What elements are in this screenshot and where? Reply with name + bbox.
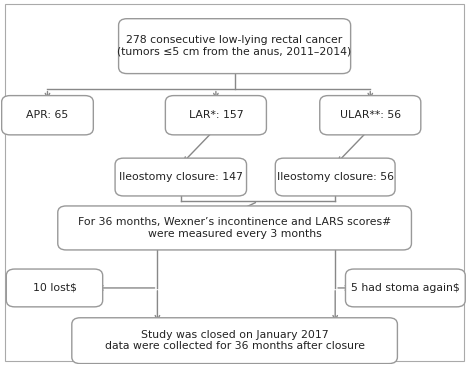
- Text: APR: 65: APR: 65: [27, 110, 69, 120]
- Text: ULAR**: 56: ULAR**: 56: [340, 110, 401, 120]
- Text: LAR*: 157: LAR*: 157: [189, 110, 243, 120]
- Text: 278 consecutive low-lying rectal cancer
(tumors ≤5 cm from the anus, 2011–2014): 278 consecutive low-lying rectal cancer …: [118, 35, 352, 57]
- FancyBboxPatch shape: [165, 96, 266, 135]
- Text: For 36 months, Wexner’s incontinence and LARS scores#
were measured every 3 mont: For 36 months, Wexner’s incontinence and…: [78, 217, 391, 239]
- Text: Ileostomy closure: 56: Ileostomy closure: 56: [277, 172, 394, 182]
- FancyBboxPatch shape: [346, 269, 465, 307]
- Text: 5 had stoma again$: 5 had stoma again$: [351, 283, 460, 293]
- FancyBboxPatch shape: [118, 19, 351, 74]
- Text: Ileostomy closure: 147: Ileostomy closure: 147: [119, 172, 243, 182]
- FancyBboxPatch shape: [6, 269, 103, 307]
- FancyBboxPatch shape: [58, 206, 411, 250]
- Text: Study was closed on January 2017
data were collected for 36 months after closure: Study was closed on January 2017 data we…: [105, 330, 365, 351]
- FancyBboxPatch shape: [1, 96, 93, 135]
- FancyBboxPatch shape: [320, 96, 421, 135]
- FancyBboxPatch shape: [72, 318, 397, 364]
- FancyBboxPatch shape: [115, 158, 246, 196]
- Text: 10 lost$: 10 lost$: [33, 283, 76, 293]
- FancyBboxPatch shape: [275, 158, 395, 196]
